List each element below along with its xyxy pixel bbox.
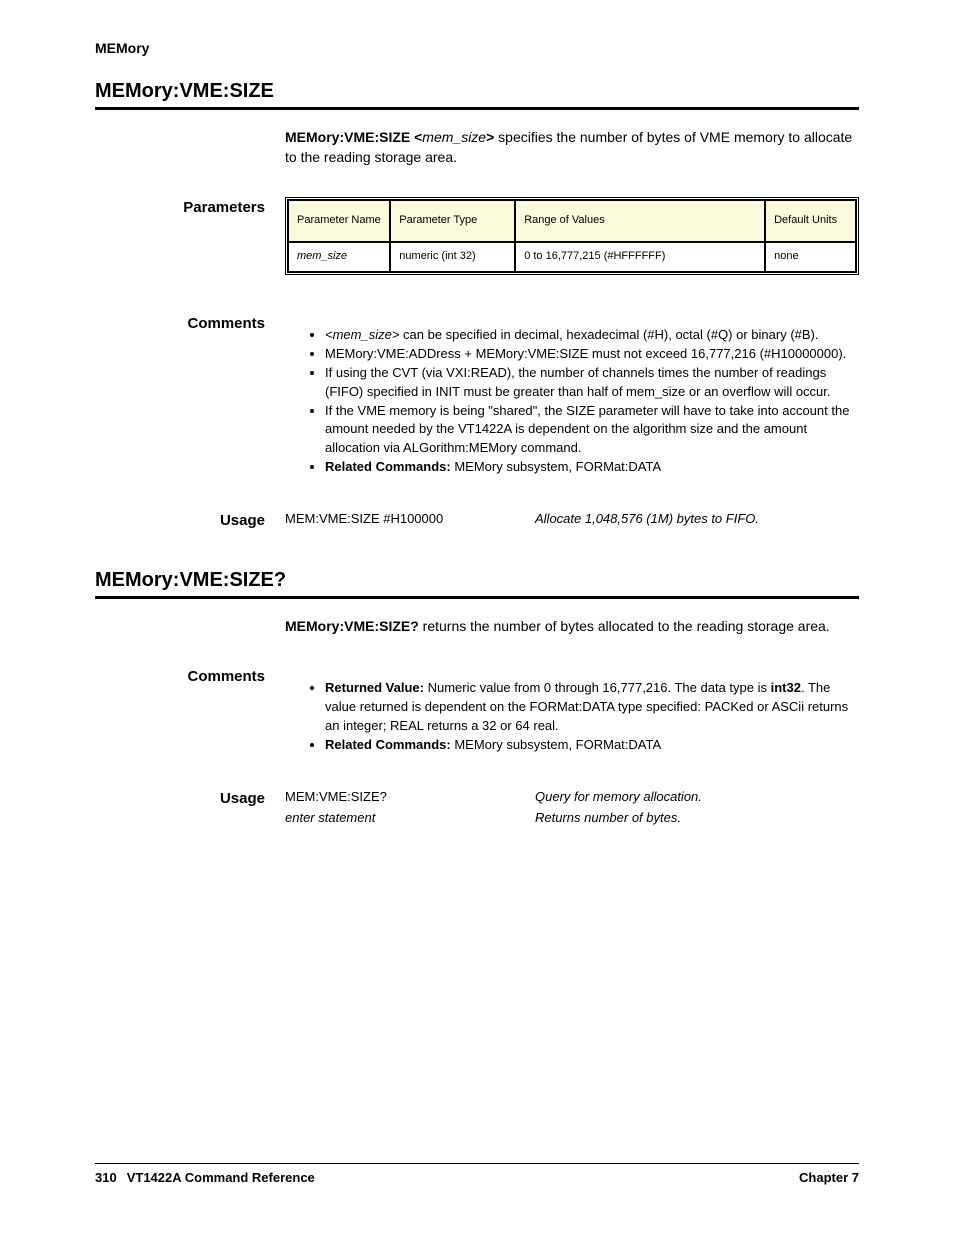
usage-row: MEM:VME:SIZE? Query for memory allocatio… (285, 788, 859, 807)
section2-syntax: MEMory:VME:SIZE? returns the number of b… (285, 617, 859, 637)
th-type: Parameter Type (390, 200, 515, 242)
table-header-row: Parameter Name Parameter Type Range of V… (288, 200, 856, 242)
usage-code: MEM:VME:SIZE? (285, 788, 535, 807)
parameters-table: Parameter Name Parameter Type Range of V… (285, 197, 859, 275)
td-type: numeric (int 32) (390, 242, 515, 272)
comment-item: Returned Value: Numeric value from 0 thr… (325, 679, 859, 736)
th-range: Range of Values (515, 200, 765, 242)
footer-rule (95, 1163, 859, 1164)
usage-desc: Query for memory allocation. (535, 788, 859, 807)
section1-syntax: MEMory:VME:SIZE <mem_size> specifies the… (285, 128, 859, 167)
section1-title: MEMory:VME:SIZE (95, 80, 859, 103)
usage-row: MEM:VME:SIZE #H100000 Allocate 1,048,576… (285, 510, 859, 529)
section1-comments: <mem_size> can be specified in decimal, … (285, 326, 859, 477)
page-footer: 310 VT1422A Command Reference Chapter 7 (95, 1155, 859, 1185)
comment-item: Related Commands: MEMory subsystem, FORM… (325, 458, 859, 477)
section2-usage: MEM:VME:SIZE? Query for memory allocatio… (285, 788, 859, 828)
section1-usage: MEM:VME:SIZE #H100000 Allocate 1,048,576… (285, 510, 859, 529)
comments2-heading: Comments (95, 666, 265, 685)
td-name: mem_size (288, 242, 390, 272)
table-row: mem_size numeric (int 32) 0 to 16,777,21… (288, 242, 856, 272)
footer-left: 310 VT1422A Command Reference (95, 1170, 315, 1185)
usage-row: enter statement Returns number of bytes. (285, 809, 859, 828)
syntax-prefix: MEMory:VME:SIZE < (285, 129, 422, 145)
usage-desc: Allocate 1,048,576 (1M) bytes to FIFO. (535, 510, 859, 529)
parameters-heading: Parameters (95, 197, 265, 216)
footer-right: Chapter 7 (799, 1170, 859, 1185)
comment-item: If using the CVT (via VXI:READ), the num… (325, 364, 859, 402)
syntax2-desc: returns the number of bytes allocated to… (419, 618, 830, 634)
syntax-param: mem_size (422, 129, 486, 145)
comment-item: MEMory:VME:ADDress + MEMory:VME:SIZE mus… (325, 345, 859, 364)
usage-code: MEM:VME:SIZE #H100000 (285, 510, 535, 529)
td-range: 0 to 16,777,215 (#HFFFFFF) (515, 242, 765, 272)
usage-code: enter statement (285, 809, 535, 828)
th-name: Parameter Name (288, 200, 390, 242)
syntax2-prefix: MEMory:VME:SIZE? (285, 618, 419, 634)
usage-desc: Returns number of bytes. (535, 809, 859, 828)
page-number: 310 (95, 1170, 117, 1185)
td-units: none (765, 242, 856, 272)
section1-rule (95, 107, 859, 110)
category-header: MEMory (95, 40, 859, 56)
usage2-heading: Usage (95, 788, 265, 807)
comment-item: <mem_size> can be specified in decimal, … (325, 326, 859, 345)
usage-heading: Usage (95, 510, 265, 529)
th-units: Default Units (765, 200, 856, 242)
section2-rule (95, 596, 859, 599)
comment-item: If the VME memory is being "shared", the… (325, 402, 859, 459)
comments-heading: Comments (95, 313, 265, 332)
comment-item: Related Commands: MEMory subsystem, FORM… (325, 736, 859, 755)
section2-comments: Returned Value: Numeric value from 0 thr… (285, 679, 859, 754)
section2-title: MEMory:VME:SIZE? (95, 569, 859, 592)
doc-title: VT1422A Command Reference (127, 1170, 315, 1185)
